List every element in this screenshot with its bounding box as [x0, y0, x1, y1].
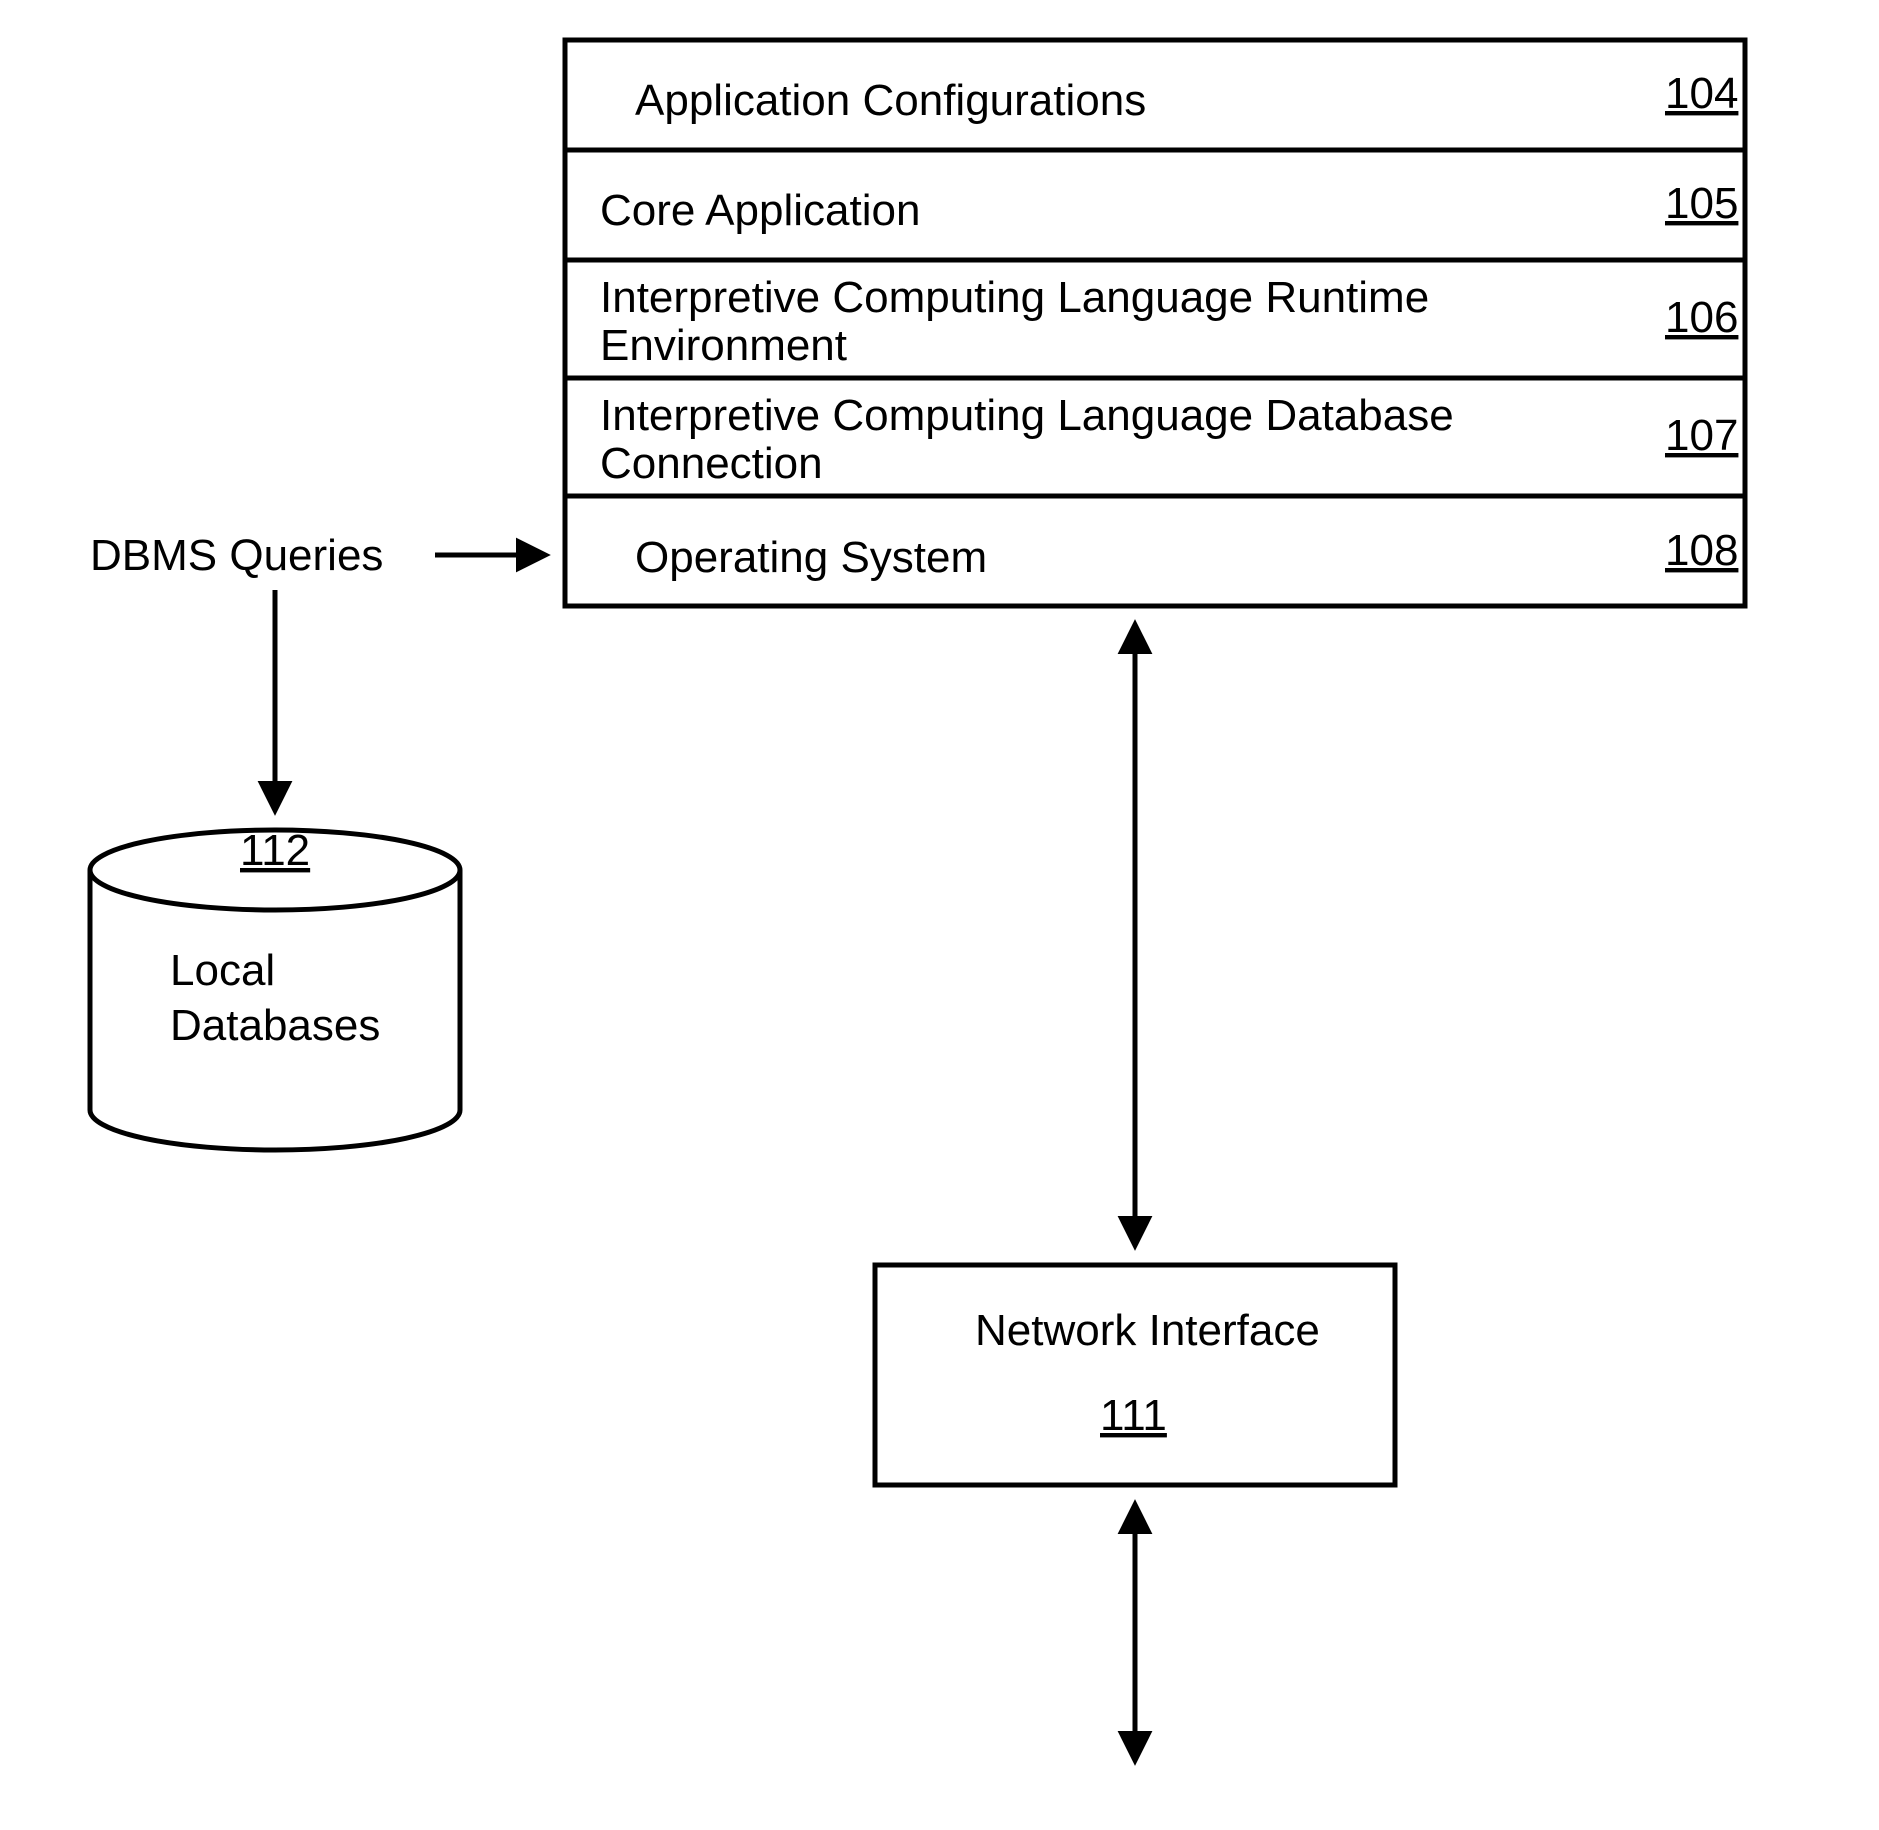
os-label: Operating System: [635, 533, 987, 582]
runtime-label: Interpretive Computing Language Runtime: [600, 273, 1429, 322]
app-config-label: Application Configurations: [635, 76, 1146, 125]
db-conn-label2: Connection: [600, 439, 823, 488]
db-conn-ref: 107: [1665, 411, 1738, 460]
architecture-diagram: Application Configurations 104 Core Applic…: [0, 0, 1879, 1830]
network-interface-box: [875, 1265, 1395, 1485]
netif-label: Network Interface: [975, 1306, 1320, 1355]
app-config-ref: 104: [1665, 69, 1738, 118]
db-label2: Databases: [170, 1001, 380, 1050]
os-ref: 108: [1665, 526, 1738, 575]
runtime-label2: Environment: [600, 321, 847, 370]
runtime-ref: 106: [1665, 293, 1738, 342]
core-app-ref: 105: [1665, 179, 1738, 228]
db-label1: Local: [170, 946, 275, 995]
core-app-label: Core Application: [600, 186, 920, 235]
dbms-queries-label: DBMS Queries: [90, 531, 383, 580]
db-conn-label: Interpretive Computing Language Database: [600, 391, 1454, 440]
netif-ref: 111: [1100, 1391, 1167, 1440]
db-ref: 112: [240, 826, 310, 875]
